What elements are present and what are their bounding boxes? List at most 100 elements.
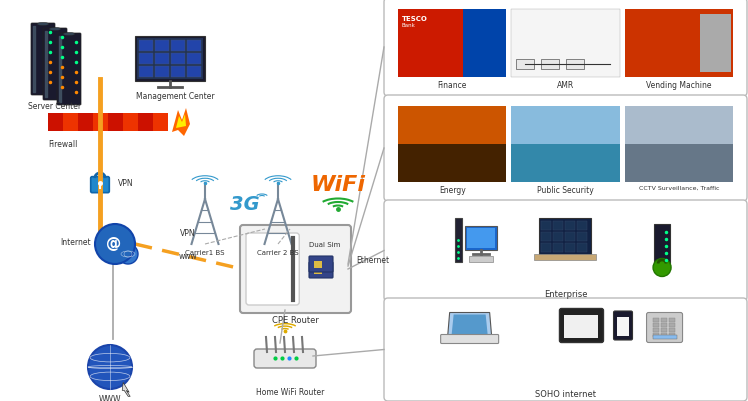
Bar <box>171 41 185 52</box>
Polygon shape <box>452 315 488 335</box>
Text: Bank: Bank <box>402 23 416 28</box>
Polygon shape <box>447 313 491 337</box>
Bar <box>669 333 675 337</box>
Text: Carrier 2 BS: Carrier 2 BS <box>257 249 298 255</box>
FancyBboxPatch shape <box>441 335 499 344</box>
Text: www: www <box>179 251 197 260</box>
Text: CCTV Surveillance, Traffic: CCTV Surveillance, Traffic <box>639 186 719 190</box>
Bar <box>139 41 153 52</box>
Bar <box>516 60 534 70</box>
Text: Management Center: Management Center <box>135 92 215 101</box>
Bar <box>652 318 658 322</box>
Text: Vending Machine: Vending Machine <box>646 81 711 90</box>
Text: SOHO internet: SOHO internet <box>535 389 596 398</box>
FancyBboxPatch shape <box>384 96 747 201</box>
Bar <box>700 15 731 73</box>
Bar <box>78 114 93 132</box>
Text: Dual Sim: Dual Sim <box>310 241 340 247</box>
Circle shape <box>95 225 135 264</box>
Polygon shape <box>172 109 190 137</box>
FancyBboxPatch shape <box>43 29 67 101</box>
Bar <box>398 107 506 145</box>
Text: AMR: AMR <box>557 81 574 90</box>
Bar <box>652 328 658 332</box>
Bar <box>153 114 168 132</box>
Circle shape <box>118 244 138 264</box>
Text: @: @ <box>106 236 122 251</box>
Ellipse shape <box>37 23 49 26</box>
Bar <box>669 323 675 327</box>
Text: CPE Router: CPE Router <box>272 315 319 324</box>
Text: Finance: Finance <box>438 81 467 90</box>
Bar <box>171 54 185 65</box>
Bar <box>542 243 551 252</box>
Bar <box>542 232 551 241</box>
Bar <box>469 256 493 262</box>
Bar <box>155 54 169 65</box>
Bar <box>554 221 563 230</box>
Text: WWW: WWW <box>99 394 121 401</box>
Bar <box>138 114 153 132</box>
Text: VPN: VPN <box>180 229 196 237</box>
FancyBboxPatch shape <box>137 39 203 80</box>
Text: VPN: VPN <box>118 179 134 188</box>
Ellipse shape <box>49 28 61 31</box>
Bar <box>187 67 201 78</box>
Bar <box>187 54 201 65</box>
Bar <box>455 218 462 262</box>
Bar <box>566 60 584 70</box>
Bar <box>565 243 575 252</box>
Text: Carrier1 BS: Carrier1 BS <box>186 249 224 255</box>
Bar <box>187 41 201 52</box>
Bar <box>512 145 619 182</box>
Circle shape <box>653 259 671 277</box>
Bar <box>660 318 666 322</box>
Bar <box>171 67 185 78</box>
FancyBboxPatch shape <box>254 349 316 368</box>
Bar <box>463 10 506 78</box>
FancyBboxPatch shape <box>309 262 333 278</box>
Text: Firewall: Firewall <box>48 140 77 149</box>
Bar <box>512 10 619 78</box>
Ellipse shape <box>63 33 75 36</box>
Bar <box>565 221 575 230</box>
FancyBboxPatch shape <box>91 177 109 193</box>
FancyBboxPatch shape <box>135 37 205 82</box>
FancyBboxPatch shape <box>465 226 497 250</box>
Bar <box>123 114 138 132</box>
Bar <box>577 232 587 241</box>
FancyBboxPatch shape <box>57 34 81 106</box>
Bar <box>155 67 169 78</box>
Text: Public Security: Public Security <box>537 186 594 194</box>
Bar <box>398 10 463 78</box>
Text: Server Center: Server Center <box>28 102 82 111</box>
FancyBboxPatch shape <box>246 233 299 305</box>
Bar <box>63 114 78 132</box>
FancyBboxPatch shape <box>31 24 55 96</box>
Bar <box>535 254 596 260</box>
Bar <box>48 114 63 132</box>
Bar <box>139 67 153 78</box>
Bar <box>467 228 495 248</box>
FancyBboxPatch shape <box>646 313 682 342</box>
Text: Energy: Energy <box>439 186 465 194</box>
Bar <box>669 328 675 332</box>
Text: Home WiFi Router: Home WiFi Router <box>256 387 324 396</box>
Bar <box>617 317 629 336</box>
FancyBboxPatch shape <box>560 309 604 342</box>
Bar <box>139 54 153 65</box>
Text: Ethernet: Ethernet <box>357 255 390 264</box>
Bar <box>554 243 563 252</box>
Bar <box>577 243 587 252</box>
Bar <box>155 41 169 52</box>
Text: 3G: 3G <box>230 195 260 214</box>
Bar <box>314 267 322 274</box>
Bar <box>660 328 666 332</box>
Bar <box>669 318 675 322</box>
Bar <box>660 333 666 337</box>
Text: Internet: Internet <box>61 238 91 247</box>
Bar <box>652 335 676 339</box>
Bar <box>654 224 670 264</box>
Bar <box>398 145 506 182</box>
Bar <box>660 323 666 327</box>
